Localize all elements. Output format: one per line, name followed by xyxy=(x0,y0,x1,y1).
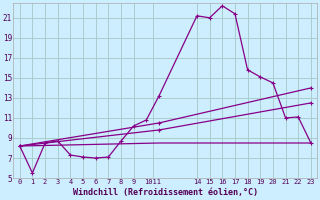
X-axis label: Windchill (Refroidissement éolien,°C): Windchill (Refroidissement éolien,°C) xyxy=(73,188,258,197)
